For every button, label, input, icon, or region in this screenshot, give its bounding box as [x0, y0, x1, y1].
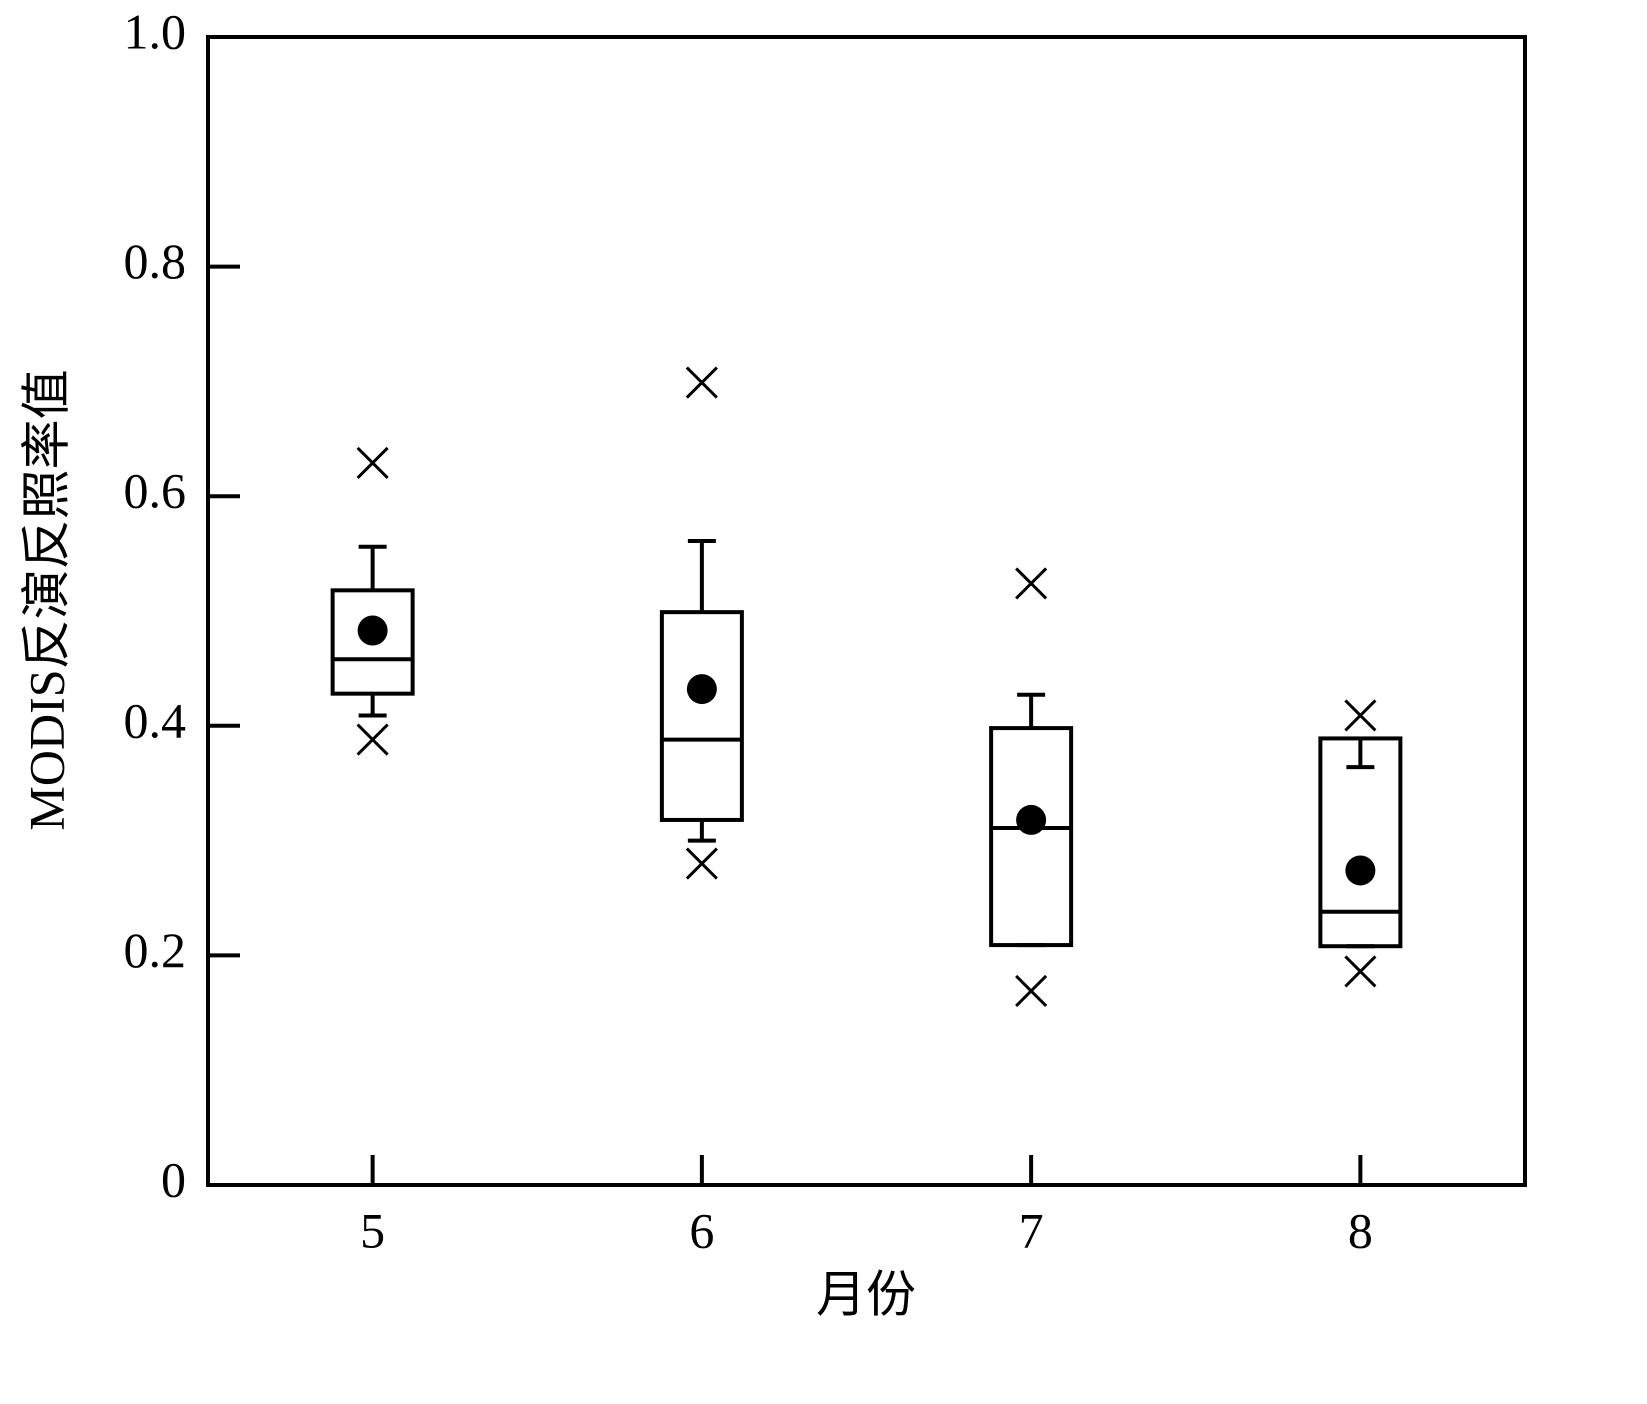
- mean: [1345, 855, 1376, 886]
- y-tick-label: 0.8: [124, 233, 187, 289]
- y-tick-label: 0: [161, 1151, 186, 1207]
- mean: [357, 615, 388, 646]
- x-tick-label: 7: [1019, 1202, 1044, 1258]
- box: [659, 610, 744, 822]
- box: [989, 726, 1074, 948]
- mean: [1016, 804, 1047, 835]
- min-marker: [1015, 974, 1048, 1008]
- min-marker: [1344, 955, 1377, 988]
- mean: [686, 674, 717, 705]
- min-marker: [685, 847, 718, 880]
- x-tick-label: 6: [689, 1202, 714, 1258]
- max-marker: [685, 366, 718, 399]
- y-tick-label: 0.2: [124, 922, 187, 978]
- max-marker: [356, 446, 389, 479]
- x-tick-label: 8: [1348, 1202, 1373, 1258]
- max-marker: [1344, 699, 1377, 732]
- plot-frame: [206, 35, 1527, 1187]
- y-axis-label: MODIS反演反照率值: [18, 369, 74, 830]
- y-tick-label: 0.6: [124, 463, 187, 519]
- box: [1318, 736, 1403, 949]
- max-marker: [1015, 567, 1048, 600]
- x-tick-label: 5: [360, 1202, 385, 1258]
- box: [330, 588, 415, 696]
- min-marker: [356, 723, 389, 756]
- x-axis-label: 月份: [816, 1266, 916, 1322]
- y-tick-label: 0.4: [124, 692, 187, 748]
- y-tick-label: 1.0: [124, 3, 187, 59]
